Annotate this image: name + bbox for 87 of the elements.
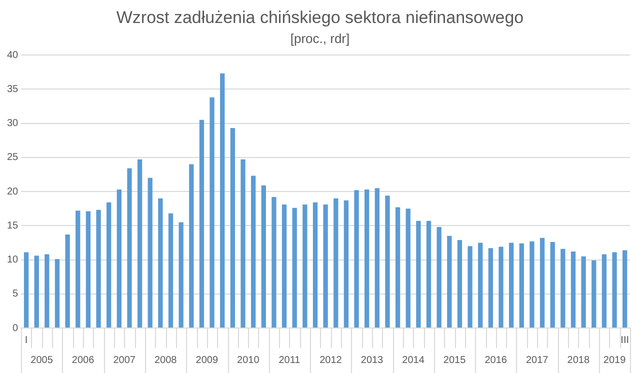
- bar: [282, 204, 287, 328]
- bar: [622, 250, 628, 328]
- bar: [220, 73, 225, 328]
- bar: [272, 196, 276, 328]
- y-tick-label: 10: [7, 254, 19, 266]
- bar: [416, 220, 421, 328]
- bar: [374, 188, 380, 328]
- bar: [230, 128, 236, 328]
- bar: [602, 254, 607, 328]
- bar: [570, 252, 576, 328]
- bar: [189, 164, 194, 328]
- bar: [354, 190, 359, 328]
- chart-subtitle: [proc., rdr]: [289, 31, 351, 46]
- text: 2015: [443, 354, 466, 366]
- bar: [344, 200, 349, 328]
- bar: [488, 248, 494, 328]
- chart-title: Wzrost zadłużenia chińskiego sektora niefinansowego: [115, 8, 525, 28]
- bar: [96, 210, 101, 328]
- bar: [509, 242, 514, 328]
- text: 2016: [484, 354, 508, 366]
- bar: [178, 222, 184, 328]
- bar: [560, 248, 566, 328]
- x-tick-label: I: [24, 334, 28, 346]
- text: 2005: [30, 354, 54, 366]
- bar: [395, 207, 400, 328]
- bar: [592, 260, 596, 328]
- bar: [498, 246, 504, 328]
- bar: [127, 168, 132, 328]
- bar: [323, 204, 328, 328]
- bar: [540, 238, 545, 328]
- bar: [312, 202, 318, 328]
- bar: [550, 242, 555, 328]
- bar: [581, 256, 586, 328]
- text: 2011: [278, 354, 301, 366]
- bar: [478, 242, 483, 328]
- bar: [24, 252, 29, 328]
- bar: [34, 256, 39, 328]
- bar: [158, 198, 163, 328]
- text: 2019: [603, 354, 626, 366]
- bar: [116, 189, 122, 328]
- bar: [292, 208, 297, 328]
- text: 2009: [196, 354, 218, 366]
- bar: [406, 208, 410, 328]
- bar: [148, 178, 152, 328]
- bar: [44, 254, 50, 328]
- bar: [334, 198, 338, 328]
- bar: [302, 204, 308, 328]
- bar: [457, 240, 462, 328]
- bar: [468, 246, 472, 328]
- bar: [240, 159, 246, 328]
- bar: [519, 243, 524, 328]
- text: 2014: [402, 354, 425, 366]
- y-tick-label: 5: [12, 288, 19, 300]
- bar: [612, 252, 617, 328]
- text: 2010: [237, 354, 260, 366]
- text: 2017: [526, 354, 549, 366]
- bar: [251, 176, 256, 328]
- bar: [436, 226, 442, 328]
- bar: [364, 189, 370, 328]
- bar: [385, 196, 390, 328]
- bar: [54, 259, 60, 328]
- bar: [86, 211, 91, 328]
- text: 2018: [567, 354, 590, 366]
- text: 2007: [113, 354, 136, 366]
- text: 2006: [72, 354, 95, 366]
- bar: [168, 213, 174, 328]
- bar: [65, 234, 70, 328]
- bar: [426, 220, 432, 328]
- y-tick-label: 20: [7, 186, 19, 198]
- text: 2008: [154, 354, 178, 366]
- y-tick-label: 25: [7, 152, 19, 164]
- bar: [447, 236, 452, 328]
- bar: [199, 120, 204, 328]
- y-tick-label: 30: [7, 118, 19, 129]
- y-tick-label: 0: [12, 322, 19, 334]
- bar: [261, 185, 266, 328]
- y-tick-label: 35: [7, 84, 19, 95]
- x-tick-label: III: [620, 334, 630, 346]
- y-tick-label: 15: [7, 220, 19, 232]
- bar: [530, 241, 534, 328]
- text: 2013: [360, 354, 384, 366]
- bar: [106, 202, 112, 328]
- bar: [137, 159, 142, 328]
- y-tick-label: 40: [7, 50, 19, 61]
- text: 2012: [320, 354, 342, 366]
- bar: [210, 97, 214, 328]
- bar: [76, 210, 80, 328]
